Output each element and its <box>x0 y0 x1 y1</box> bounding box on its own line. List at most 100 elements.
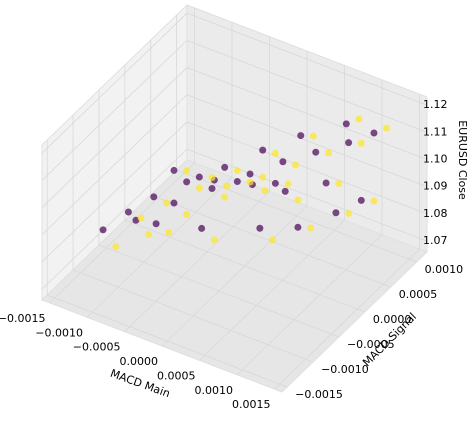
x-tick-label: 0.0000 <box>120 355 159 368</box>
grid-line <box>41 40 188 181</box>
point <box>221 163 229 171</box>
grid-line <box>41 121 188 263</box>
point <box>357 139 365 147</box>
point <box>259 146 267 154</box>
point <box>150 193 158 201</box>
point <box>271 149 279 157</box>
point <box>246 170 254 178</box>
grid-line <box>274 248 420 390</box>
grid <box>41 7 428 390</box>
z-axis-label: EURUSD Close <box>456 120 469 200</box>
point <box>152 220 160 228</box>
x-tick-label: −0.0010 <box>35 326 83 339</box>
grid-line <box>199 220 345 361</box>
point <box>165 229 173 237</box>
point <box>345 139 353 147</box>
point <box>297 132 305 140</box>
point <box>221 193 229 201</box>
x-tick-label: −0.0005 <box>73 341 121 354</box>
point <box>183 167 191 175</box>
grid-line <box>161 205 308 347</box>
point <box>261 187 269 195</box>
point <box>195 184 203 192</box>
point <box>383 124 391 132</box>
point <box>284 180 292 188</box>
point <box>208 174 216 182</box>
point <box>170 199 178 207</box>
grid-line <box>47 294 288 388</box>
point <box>324 149 332 157</box>
grid-line <box>124 191 270 332</box>
z-tick-label: 1.12 <box>423 98 448 111</box>
z-tick-label: 1.11 <box>423 125 448 138</box>
grid-line <box>98 244 340 338</box>
grid-line <box>41 12 188 154</box>
x-tick-label: −0.0015 <box>0 312 46 325</box>
z-tick-label: 1.08 <box>423 207 448 220</box>
grid-line <box>186 94 428 188</box>
point <box>183 178 191 186</box>
point <box>292 161 300 169</box>
grid-line <box>186 148 428 242</box>
point <box>281 187 289 195</box>
grid-line <box>186 67 428 160</box>
point <box>183 211 191 219</box>
z-tick-label: 1.10 <box>423 153 448 166</box>
point <box>322 179 330 187</box>
grid-line <box>49 162 195 304</box>
x-tick-label: 0.0005 <box>157 369 196 382</box>
point <box>124 208 132 216</box>
point <box>112 243 120 251</box>
point <box>294 223 302 231</box>
point <box>233 167 241 175</box>
grid-line <box>236 234 383 376</box>
point <box>223 182 231 190</box>
y-tick-label: −0.0015 <box>295 388 343 401</box>
points <box>99 115 391 251</box>
x-tick-label: 0.0015 <box>232 398 271 411</box>
point <box>246 178 254 186</box>
grid-line <box>176 169 417 263</box>
point <box>279 158 287 166</box>
z-tick-label: 1.09 <box>423 180 448 193</box>
grid-line <box>41 148 188 290</box>
point <box>99 226 107 234</box>
y-tick-label: 0.0005 <box>399 288 438 301</box>
point <box>332 209 340 217</box>
grid-line <box>124 219 366 313</box>
point <box>233 178 241 186</box>
point <box>195 173 203 181</box>
point <box>342 120 350 128</box>
grid-line <box>186 12 428 106</box>
point <box>208 185 216 193</box>
point <box>170 166 178 174</box>
grid-line <box>41 67 188 208</box>
point <box>145 230 153 238</box>
point <box>370 129 378 137</box>
point <box>312 148 320 156</box>
point <box>294 196 302 204</box>
grid-line <box>72 269 314 363</box>
point <box>355 115 363 123</box>
point <box>309 132 317 140</box>
point <box>357 196 365 204</box>
point <box>210 236 218 244</box>
grid-line <box>86 176 233 318</box>
point <box>271 179 279 187</box>
y-tick-label: 0.0010 <box>425 263 464 276</box>
grid-line <box>41 94 188 236</box>
point <box>256 224 264 232</box>
grid-line <box>186 121 428 215</box>
y-tick-label: 0.0000 <box>373 313 412 326</box>
y-tick-label: −0.0005 <box>347 338 395 351</box>
point <box>137 214 145 222</box>
point <box>259 173 267 181</box>
point <box>198 224 206 232</box>
grid-line <box>186 39 428 133</box>
y-tick-label: −0.0010 <box>321 363 369 376</box>
x-tick-label: 0.0010 <box>195 384 234 397</box>
point <box>345 209 353 217</box>
point <box>269 236 277 244</box>
z-tick-label: 1.07 <box>423 234 448 247</box>
